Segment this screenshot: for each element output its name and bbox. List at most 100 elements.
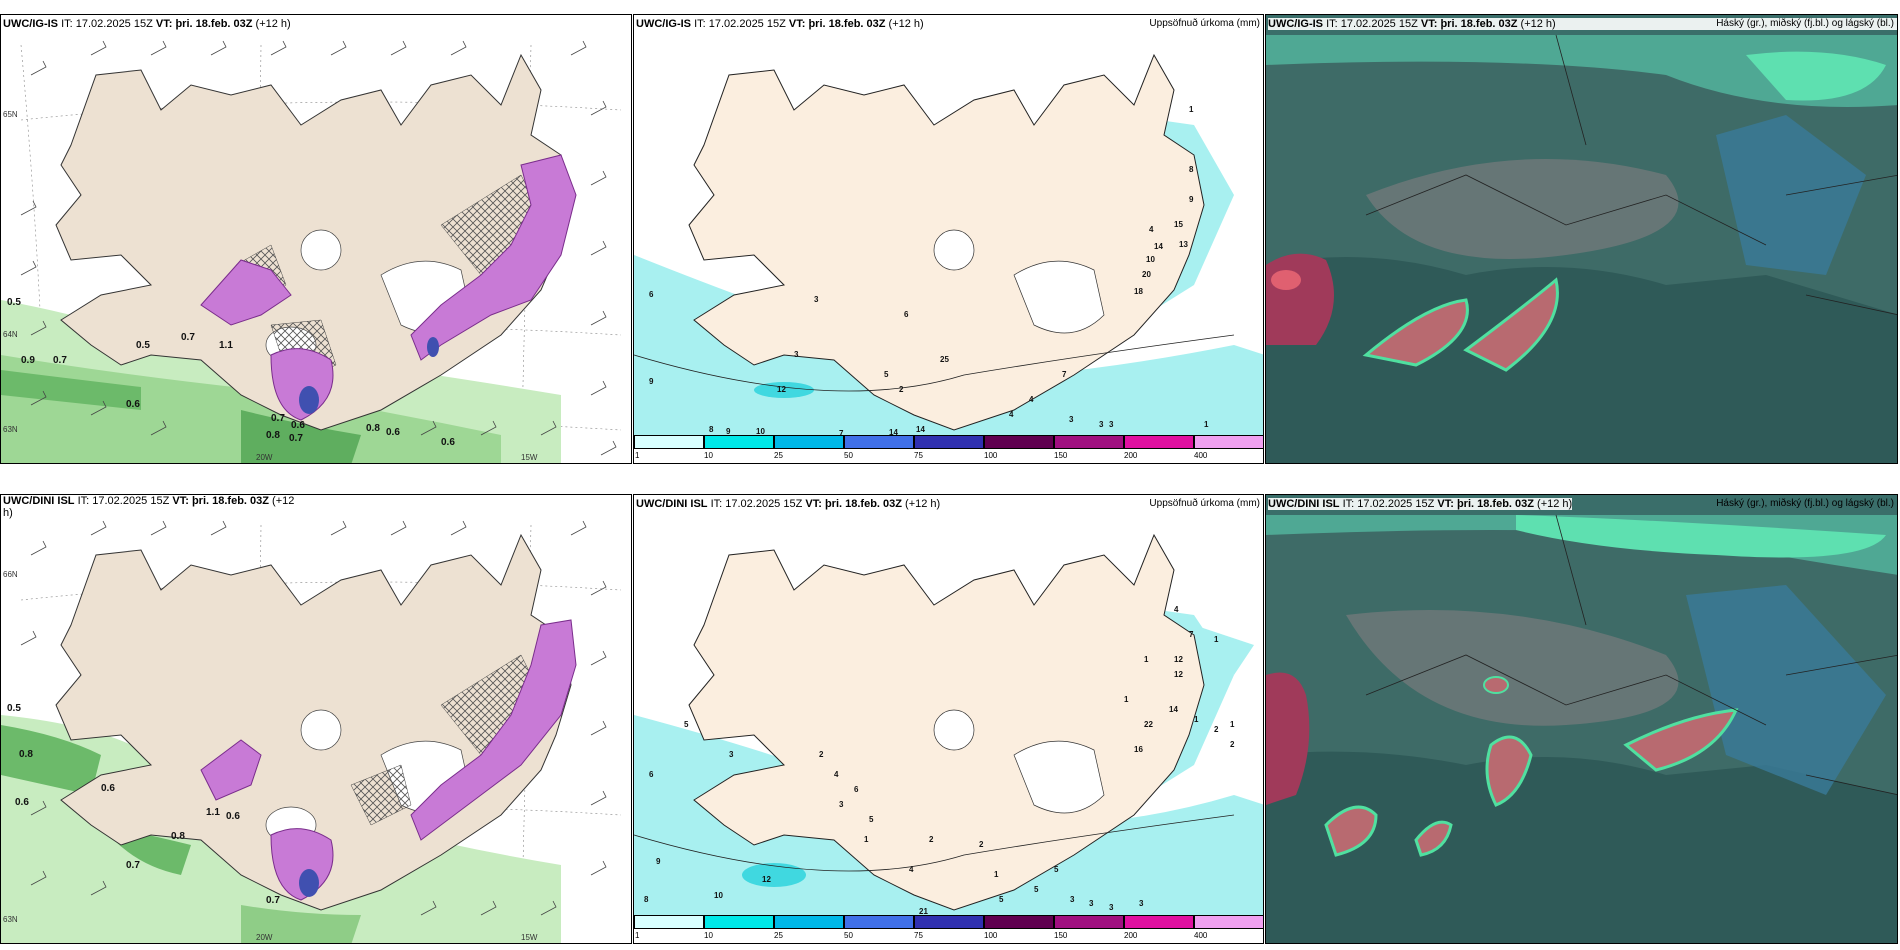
precip-value: 8: [644, 895, 649, 904]
lat-label: 65N: [3, 110, 18, 119]
precip-value: 1: [1214, 635, 1219, 644]
panel-ig-cloud: UWC/IG-IS IT: 17.02.2025 15Z VT: þri. 18…: [1265, 14, 1898, 464]
precip-value: 7: [1189, 630, 1194, 639]
value-label: 0.7: [289, 433, 303, 444]
map-ig-wind: [1, 40, 622, 463]
lat-label: 64N: [3, 330, 18, 339]
precip-value: 1: [864, 835, 869, 844]
precip-value: 12: [777, 385, 786, 394]
precip-value: 9: [1189, 195, 1194, 204]
legend-swatch: [914, 435, 984, 449]
legend-swatch: [1054, 435, 1124, 449]
precip-value: 6: [649, 290, 654, 299]
precip-value: 4: [1149, 225, 1154, 234]
legend-swatch: [634, 435, 704, 449]
panel-ig-precip: UWC/IG-IS IT: 17.02.2025 15Z VT: þri. 18…: [633, 14, 1264, 464]
precip-value: 12: [1174, 655, 1183, 664]
legend-swatch: [1194, 915, 1263, 929]
value-label: 0.6: [226, 811, 240, 822]
precip-value: 6: [854, 785, 859, 794]
blue-precip-core: [299, 337, 439, 414]
legend-swatch: [704, 915, 774, 929]
precip-value: 12: [1174, 670, 1183, 679]
panel-title: UWC/DINI ISL IT: 17.02.2025 15Z VT: þri.…: [1268, 498, 1573, 510]
border-line: [634, 814, 1235, 872]
precip-value: 4: [1029, 395, 1034, 404]
precip-value: 20: [1142, 270, 1151, 279]
value-label: 0.7: [53, 355, 67, 366]
precip-value: 5: [999, 895, 1004, 904]
precip-value: 3: [1069, 415, 1074, 424]
precip-value: 7: [1062, 370, 1067, 379]
legend-swatch: [844, 915, 914, 929]
precip-value: 14: [889, 428, 898, 437]
precip-value: 14: [1169, 705, 1178, 714]
precip-value: 4: [1174, 605, 1179, 614]
legend-tick: 25: [774, 931, 783, 940]
legend-tick: 100: [984, 931, 998, 940]
glaciers: [265, 229, 472, 364]
blue-precip-core: [299, 869, 319, 897]
precip-value: 5: [1054, 865, 1059, 874]
precip-value: 1: [1230, 720, 1235, 729]
precip-value: 14: [916, 425, 925, 434]
precip-value: 10: [714, 891, 723, 900]
precip-value: 5: [1034, 885, 1039, 894]
value-label: 0.8: [171, 831, 185, 842]
lon-label: 20W: [256, 453, 273, 462]
legend-tick: 100: [984, 451, 998, 460]
precip-value: 12: [762, 875, 771, 884]
precip-value: 2: [979, 840, 984, 849]
value-label: 0.8: [266, 430, 280, 441]
lat-label: 66N: [3, 570, 18, 579]
precip-value: 9: [656, 857, 661, 866]
map-ig-cloud: [1266, 34, 1897, 463]
legend-tick: 200: [1124, 931, 1138, 940]
precip-value: 2: [819, 750, 824, 759]
map-ig-precip: [634, 53, 1263, 435]
border-line: [634, 334, 1235, 392]
glaciers: [933, 709, 1105, 814]
precip-value: 2: [1230, 740, 1235, 749]
precip-value: 1: [1124, 695, 1129, 704]
precip-value: 5: [869, 815, 874, 824]
precip-value: 2: [899, 385, 904, 394]
precip-value: 18: [1134, 287, 1143, 296]
value-label: 0.9: [21, 355, 35, 366]
precip-value: 8: [709, 425, 714, 434]
value-label: 0.6: [101, 783, 115, 794]
precip-value: 2: [929, 835, 934, 844]
precip-value: 7: [839, 429, 844, 438]
precip-value: 3: [1089, 899, 1094, 908]
value-label: 1.1: [206, 807, 220, 818]
value-label: 0.6: [15, 797, 29, 808]
field-title: Háský (gr.), miðský (fj.bl.) og lágský (…: [1716, 18, 1894, 29]
precip-value: 25: [940, 355, 949, 364]
legend-swatch: [984, 435, 1054, 449]
value-label: 0.6: [386, 427, 400, 438]
lon-label: 15W: [521, 453, 538, 462]
legend-swatch: [844, 435, 914, 449]
legend-tick: 10: [704, 931, 713, 940]
precip-value: 4: [1009, 410, 1014, 419]
value-label: 0.7: [181, 332, 195, 343]
precip-legend: 1 10 25 50 75 100 150 200 400: [634, 915, 1263, 943]
lon-label: 15W: [521, 933, 538, 942]
precip-value: 3: [794, 350, 799, 359]
lon-label: 20W: [256, 933, 273, 942]
legend-tick: 200: [1124, 451, 1138, 460]
precip-value: 3: [839, 800, 844, 809]
precip-value: 3: [1139, 899, 1144, 908]
panel-title: UWC/IG-IS IT: 17.02.2025 15Z VT: þri. 18…: [1268, 18, 1897, 30]
value-label: 0.7: [126, 860, 140, 871]
legend-tick: 1: [635, 451, 640, 460]
value-label: 0.8: [19, 749, 33, 760]
legend-tick: 150: [1054, 931, 1068, 940]
precip-value: 16: [1134, 745, 1143, 754]
glaciers: [933, 229, 1105, 334]
legend-tick: 1: [635, 931, 640, 940]
magenta-precip: [200, 154, 577, 421]
panel-title: UWC/IG-IS IT: 17.02.2025 15Z VT: þri. 18…: [636, 18, 924, 30]
value-label: 0.8: [366, 423, 380, 434]
precip-value: 22: [1144, 720, 1153, 729]
